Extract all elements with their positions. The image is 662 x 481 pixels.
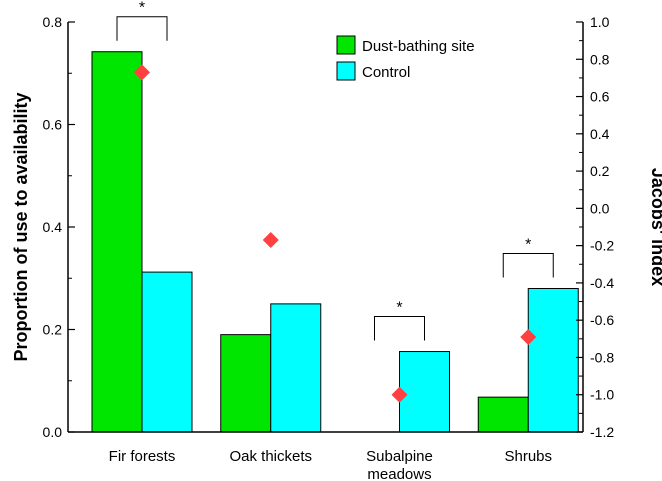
bar-dust-bathing-3 <box>477 396 529 433</box>
category-label-0: Fir forests <box>109 448 176 465</box>
significance-star-3: * <box>525 237 531 254</box>
right-tick-label: 0.4 <box>590 126 610 142</box>
right-tick-label: 0.2 <box>590 163 610 179</box>
jacobs-marker-2 <box>391 386 408 403</box>
bar-control-3 <box>527 288 579 433</box>
right-tick-label: -1.0 <box>590 387 614 403</box>
category-label-3: Shrubs <box>504 448 552 465</box>
right-tick-label: 1.0 <box>590 14 610 30</box>
right-tick-label: -0.2 <box>590 238 614 254</box>
legend-swatch-dust-bathing <box>336 35 356 55</box>
left-tick-label: 0.6 <box>43 117 63 133</box>
right-tick-label: -1.2 <box>590 424 614 440</box>
significance-brackets: * * * <box>116 0 554 341</box>
legend-label-dust-bathing: Dust-bathing site <box>362 38 475 55</box>
bars-layer <box>91 51 579 433</box>
bar-control-0 <box>141 271 193 433</box>
right-tick-label: 0.6 <box>590 89 610 105</box>
category-label-1: Oak thickets <box>229 448 312 465</box>
left-tick-label: 0.4 <box>43 219 63 235</box>
category-label-2: Subalpine <box>366 448 433 465</box>
y2-axis-title: Jacobs' index <box>648 168 662 286</box>
jacobs-marker-0 <box>134 64 150 81</box>
significance-bracket-3 <box>502 253 554 278</box>
right-tick-label: -0.6 <box>590 312 614 328</box>
bar-dust-bathing-0 <box>91 51 143 433</box>
left-tick-label: 0.2 <box>43 322 63 338</box>
jacobs-marker-1 <box>262 232 279 249</box>
right-tick-label: 0.0 <box>590 200 610 216</box>
right-tick-label: 0.8 <box>590 51 610 67</box>
left-axis-ticks: 0.0 0.2 0.4 0.6 0.8 <box>43 14 75 440</box>
right-axis-ticks: -1.2 -1.0 -0.8 -0.6 -0.4 -0.2 0.0 0.2 0.4 0.6 0.8 1… <box>576 14 614 440</box>
significance-bracket-2 <box>374 316 425 341</box>
bar-dust-bathing-1 <box>220 334 272 433</box>
bar-control-1 <box>270 303 322 433</box>
significance-star-0: * <box>139 0 145 17</box>
right-tick-label: -0.4 <box>590 275 614 291</box>
significance-star-2: * <box>396 300 402 317</box>
jacobs-marker-3 <box>520 328 537 345</box>
category-label-2: meadows <box>367 466 431 481</box>
left-tick-label: 0.0 <box>43 424 63 440</box>
right-tick-label: -0.8 <box>590 349 614 365</box>
jacobs-markers <box>134 64 537 403</box>
bar-control-2 <box>399 351 450 433</box>
legend-swatch-control <box>336 61 356 81</box>
legend: Dust-bathing site Control <box>336 35 475 81</box>
legend-label-control: Control <box>362 64 410 81</box>
significance-bracket-0 <box>116 16 168 41</box>
left-tick-label: 0.8 <box>43 14 63 30</box>
y-axis-title: Proportion of use to availability <box>11 92 31 361</box>
